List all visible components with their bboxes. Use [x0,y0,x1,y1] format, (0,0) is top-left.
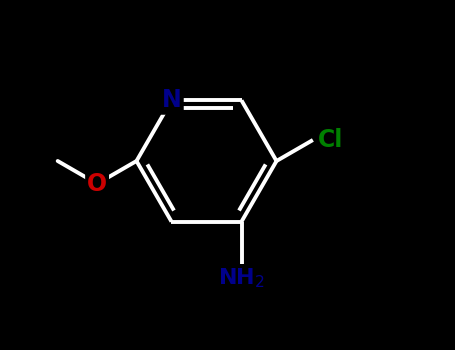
Text: O: O [87,172,107,196]
Text: N: N [162,89,182,112]
Text: NH$_2$: NH$_2$ [218,266,265,290]
Text: Cl: Cl [318,128,344,152]
